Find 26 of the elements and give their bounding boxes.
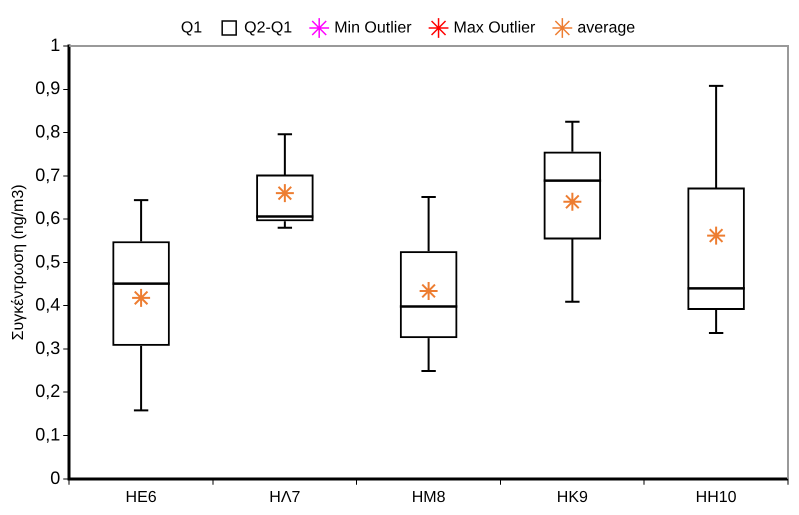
- x-tick-label: ΗΛ7: [269, 488, 301, 506]
- point: [706, 226, 726, 246]
- y-tick-label: 0,3: [35, 338, 60, 358]
- y-tick-label: 0,4: [35, 294, 60, 315]
- point: [562, 192, 582, 212]
- x-tick-label: ΗΕ6: [126, 488, 157, 506]
- y-tick-label: 1: [50, 34, 60, 55]
- y-tick-label: 0,9: [35, 78, 60, 98]
- text: Q1: [180, 19, 202, 36]
- y-tick-label: 0,5: [35, 251, 60, 272]
- legend-label: average: [577, 19, 636, 36]
- point: [418, 280, 439, 301]
- point: [131, 288, 152, 308]
- y-tick-label: 0,2: [35, 381, 60, 402]
- y-tick-label: 0: [50, 468, 60, 488]
- legend-label: Min Outlier: [334, 19, 412, 36]
- legend-label: Q2-Q1: [244, 19, 292, 36]
- y-tick-label: 0,8: [35, 122, 60, 142]
- x-tick-label: ΗΚ9: [556, 488, 588, 506]
- y-tick-label: 0,1: [35, 424, 60, 444]
- y-tick-label: 0,7: [35, 164, 60, 185]
- x-tick-label: ΗΜ8: [412, 488, 446, 506]
- x-tick-label: ΗΗ10: [696, 488, 737, 506]
- y-tick-label: 0,6: [35, 208, 60, 228]
- y-axis-title: Συγκέντρωση (ng/m3): [10, 184, 28, 340]
- legend-label: Max Outlier: [454, 19, 536, 36]
